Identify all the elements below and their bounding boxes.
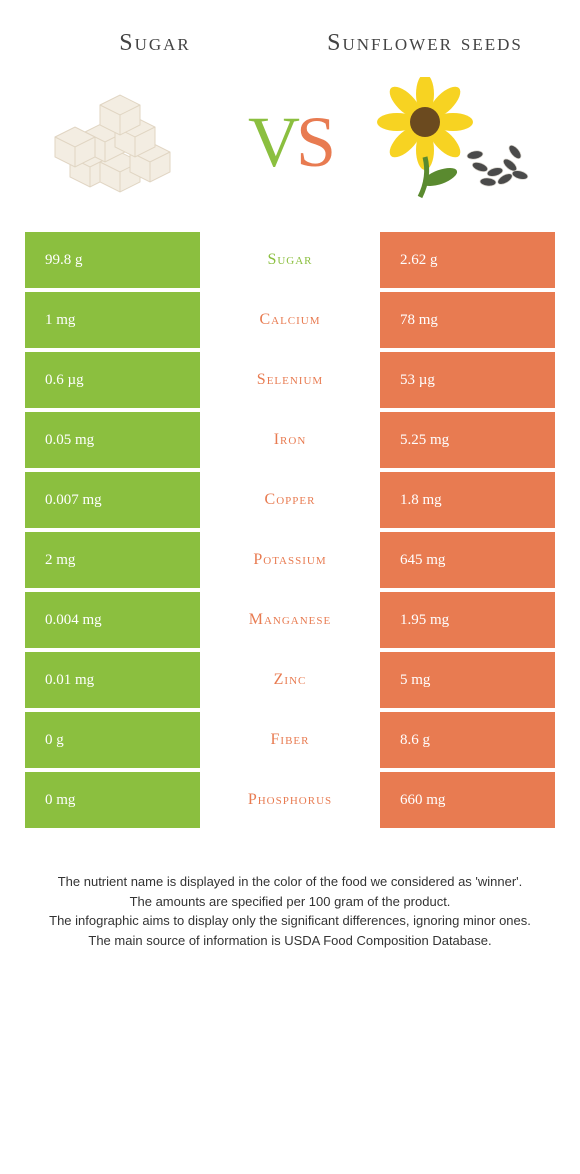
table-row: 0 mgPhosphorus660 mg xyxy=(25,772,555,828)
right-value: 8.6 g xyxy=(380,712,555,768)
comparison-table: 99.8 gSugar2.62 g1 mgCalcium78 mg0.6 µgS… xyxy=(0,232,580,828)
right-value: 2.62 g xyxy=(380,232,555,288)
right-value: 78 mg xyxy=(380,292,555,348)
table-row: 2 mgPotassium645 mg xyxy=(25,532,555,588)
left-value: 0.007 mg xyxy=(25,472,200,528)
sunflower-seeds-icon xyxy=(370,77,550,207)
left-value: 0 mg xyxy=(25,772,200,828)
sugar-cubes-icon xyxy=(30,77,210,207)
left-value: 1 mg xyxy=(25,292,200,348)
right-value: 1.8 mg xyxy=(380,472,555,528)
nutrient-label: Fiber xyxy=(200,712,380,768)
nutrient-label: Potassium xyxy=(200,532,380,588)
table-row: 0.6 µgSelenium53 µg xyxy=(25,352,555,408)
right-value: 1.95 mg xyxy=(380,592,555,648)
table-row: 0.01 mgZinc5 mg xyxy=(25,652,555,708)
right-value: 660 mg xyxy=(380,772,555,828)
nutrient-label: Selenium xyxy=(200,352,380,408)
left-title: Sugar xyxy=(45,30,265,57)
nutrient-label: Iron xyxy=(200,412,380,468)
left-value: 0.6 µg xyxy=(25,352,200,408)
left-value: 0 g xyxy=(25,712,200,768)
table-row: 99.8 gSugar2.62 g xyxy=(25,232,555,288)
table-row: 0.007 mgCopper1.8 mg xyxy=(25,472,555,528)
table-row: 1 mgCalcium78 mg xyxy=(25,292,555,348)
right-value: 5 mg xyxy=(380,652,555,708)
nutrient-label: Sugar xyxy=(200,232,380,288)
footer-line-2: The amounts are specified per 100 gram o… xyxy=(40,892,540,912)
nutrient-label: Calcium xyxy=(200,292,380,348)
sunflower-image xyxy=(370,77,550,207)
nutrient-label: Copper xyxy=(200,472,380,528)
header: Sugar Sunflower seeds xyxy=(0,0,580,67)
right-value: 53 µg xyxy=(380,352,555,408)
left-value: 0.05 mg xyxy=(25,412,200,468)
table-row: 0 gFiber8.6 g xyxy=(25,712,555,768)
right-value: 645 mg xyxy=(380,532,555,588)
table-row: 0.004 mgManganese1.95 mg xyxy=(25,592,555,648)
table-row: 0.05 mgIron5.25 mg xyxy=(25,412,555,468)
nutrient-label: Manganese xyxy=(200,592,380,648)
nutrient-label: Zinc xyxy=(200,652,380,708)
right-value: 5.25 mg xyxy=(380,412,555,468)
right-title: Sunflower seeds xyxy=(315,30,535,57)
left-value: 0.004 mg xyxy=(25,592,200,648)
left-value: 2 mg xyxy=(25,532,200,588)
left-value: 99.8 g xyxy=(25,232,200,288)
vs-v: V xyxy=(248,102,296,182)
vs-s: S xyxy=(296,102,332,182)
vs-label: VS xyxy=(248,106,332,178)
sugar-image xyxy=(30,77,210,207)
footer-line-4: The main source of information is USDA F… xyxy=(40,931,540,951)
footer-line-3: The infographic aims to display only the… xyxy=(40,911,540,931)
left-value: 0.01 mg xyxy=(25,652,200,708)
image-row: VS xyxy=(0,67,580,232)
nutrient-label: Phosphorus xyxy=(200,772,380,828)
footer-notes: The nutrient name is displayed in the co… xyxy=(0,832,580,950)
footer-line-1: The nutrient name is displayed in the co… xyxy=(40,872,540,892)
